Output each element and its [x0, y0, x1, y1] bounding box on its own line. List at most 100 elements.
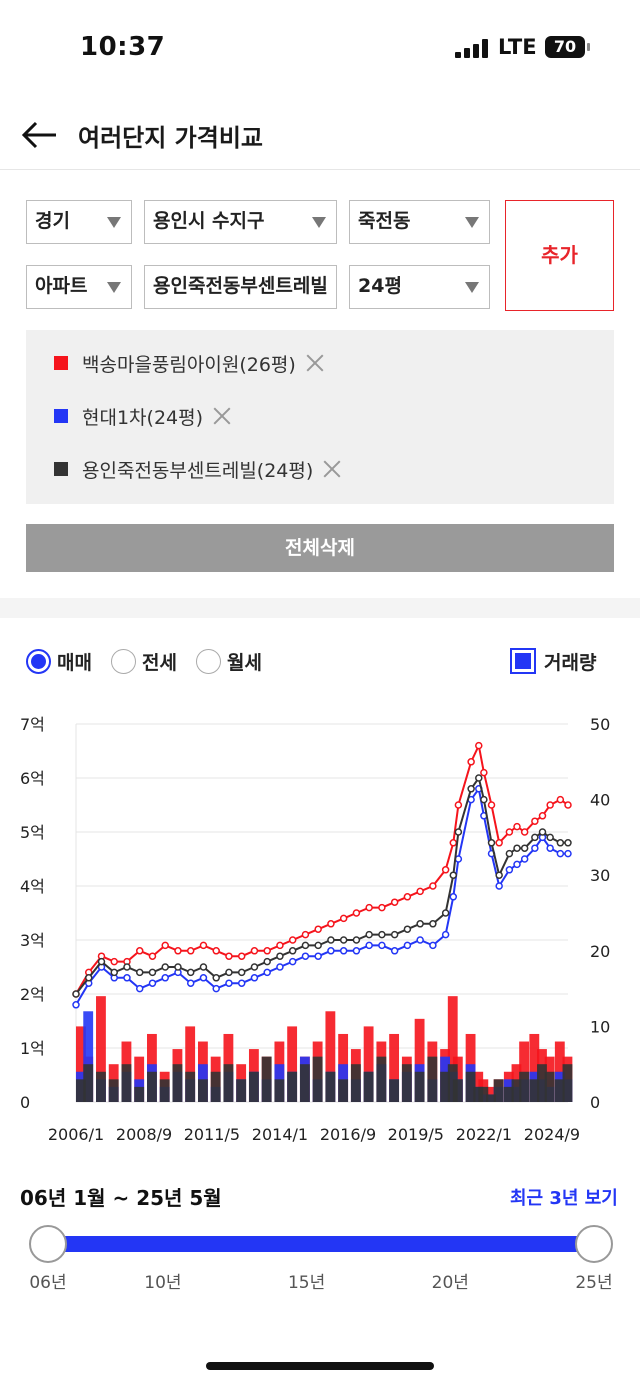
y-left-tick-label: 7억	[20, 715, 45, 734]
volume-bar	[363, 1071, 374, 1102]
volume-bar	[121, 1064, 132, 1102]
size-select[interactable]: 24평	[349, 265, 490, 309]
volume-bar	[473, 1086, 484, 1102]
volume-bar	[503, 1086, 514, 1102]
data-point	[327, 920, 335, 928]
volume-bar	[350, 1064, 361, 1102]
radio-jeonse[interactable]: 전세	[111, 648, 177, 674]
data-point	[390, 930, 399, 939]
volume-bar	[465, 1071, 476, 1102]
data-point	[505, 866, 514, 874]
data-point	[72, 1001, 80, 1009]
x-tick-label: 2008/9	[116, 1125, 172, 1144]
data-point	[199, 974, 208, 982]
data-point	[531, 844, 539, 852]
data-point	[429, 920, 437, 928]
data-point	[327, 936, 335, 944]
region-select[interactable]: 경기	[26, 200, 132, 244]
range-tick-label: 20년	[431, 1273, 469, 1293]
data-point	[495, 882, 503, 890]
data-point	[449, 839, 458, 847]
data-point	[174, 947, 182, 955]
volume-bar	[172, 1064, 183, 1102]
volume-bar	[248, 1071, 259, 1102]
volume-bar	[562, 1064, 573, 1102]
data-point	[365, 930, 373, 939]
y-left-tick-label: 4억	[20, 877, 45, 896]
data-point	[416, 936, 424, 944]
data-point	[288, 957, 297, 966]
selected-complex-list: 백송마을풍림아이원(26평) 현대1차(24평) 용인죽전동부센트레빌(24평)	[26, 330, 614, 504]
data-point	[110, 957, 118, 966]
legend-swatch-blue	[54, 409, 68, 423]
radio-monthly[interactable]: 월세	[196, 648, 262, 674]
data-point	[475, 741, 483, 750]
volume-bar	[261, 1056, 272, 1102]
data-point	[288, 936, 297, 944]
y-right-tick-label: 40	[590, 791, 610, 810]
range-slider-start-handle[interactable]	[29, 1225, 67, 1263]
data-point	[441, 909, 450, 917]
data-point	[339, 947, 348, 955]
data-point	[520, 828, 529, 836]
volume-bar	[236, 1079, 247, 1102]
range-label: 06년 1월 ~ 25년 5월	[20, 1186, 222, 1210]
y-right-tick-label: 50	[590, 715, 610, 734]
volume-bar	[401, 1064, 412, 1102]
volume-bar	[554, 1079, 565, 1102]
volume-bar	[134, 1086, 145, 1102]
data-point	[148, 979, 157, 987]
data-point	[314, 941, 322, 950]
chevron-down-icon	[107, 217, 121, 228]
volume-bar	[197, 1079, 208, 1102]
radio-sale[interactable]: 매매	[26, 648, 92, 674]
dong-select[interactable]: 죽전동	[349, 200, 490, 244]
page-title: 여러단지 가격비교	[78, 124, 263, 152]
data-point	[520, 844, 529, 852]
volume-bar	[486, 1094, 496, 1102]
volume-checkbox[interactable]: 거래량	[510, 648, 596, 674]
x-tick-label: 2019/5	[388, 1125, 444, 1144]
remove-icon[interactable]	[304, 352, 326, 374]
volume-bar	[76, 1026, 86, 1102]
volume-bar	[185, 1026, 196, 1102]
remove-icon[interactable]	[211, 405, 233, 427]
complex-select[interactable]: 용인죽전동부센트레빌	[144, 265, 337, 309]
y-right-tick-label: 30	[590, 866, 610, 885]
range-slider-track[interactable]	[48, 1236, 594, 1252]
volume-bar	[544, 1071, 555, 1102]
data-point	[161, 974, 169, 982]
y-left-tick-label: 6억	[20, 769, 45, 788]
volume-bar	[389, 1033, 400, 1102]
data-point	[480, 768, 488, 777]
data-point	[467, 758, 475, 766]
list-item: 백송마을풍림아이원(26평)	[54, 348, 326, 378]
data-point	[263, 947, 271, 955]
radio-sale-label: 매매	[57, 651, 92, 674]
city-select[interactable]: 용인시 수지구	[144, 200, 337, 244]
legend-swatch-black	[54, 462, 68, 476]
region-value: 경기	[35, 210, 70, 232]
checkbox-checked-icon	[510, 648, 536, 674]
type-select[interactable]: 아파트	[26, 265, 132, 309]
data-point	[531, 833, 539, 842]
data-point	[225, 968, 233, 977]
range-tick-label: 06년	[29, 1273, 67, 1293]
data-point	[352, 947, 361, 955]
data-point	[186, 968, 195, 977]
back-arrow-icon[interactable]	[20, 118, 60, 152]
volume-bar	[83, 1064, 94, 1102]
remove-icon[interactable]	[321, 458, 343, 480]
chevron-down-icon	[465, 282, 479, 293]
data-point	[199, 941, 208, 950]
range-slider-end-handle[interactable]	[575, 1225, 613, 1263]
add-button[interactable]: 추가	[505, 200, 614, 311]
delete-all-button[interactable]: 전체삭제	[26, 524, 614, 572]
recent-3-years-link[interactable]: 최근 3년 보기	[510, 1188, 618, 1209]
volume-bar	[452, 1079, 463, 1102]
x-tick-label: 2016/9	[320, 1125, 376, 1144]
volume-bar	[486, 1086, 496, 1102]
data-point	[148, 952, 157, 960]
data-point	[378, 903, 386, 912]
data-point	[301, 941, 310, 950]
